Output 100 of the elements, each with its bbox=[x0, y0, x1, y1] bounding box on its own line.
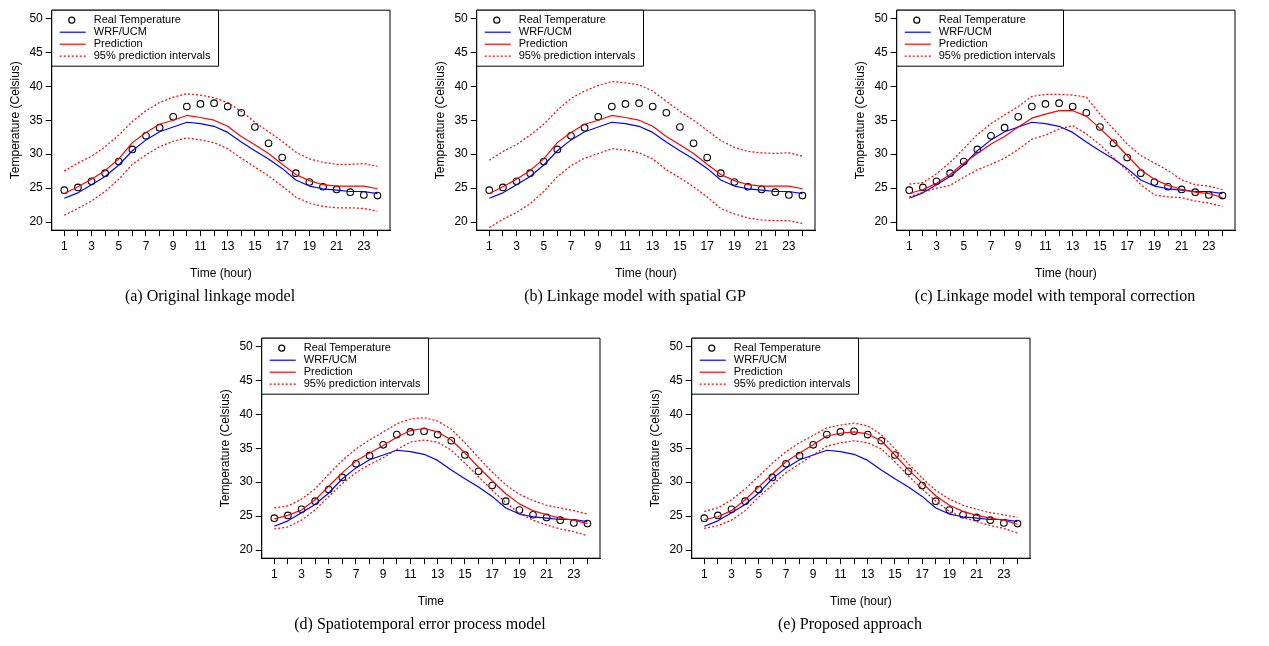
text: (d) Spatiotemporal error process model bbox=[293, 615, 547, 633]
legend-label: Real Temperature bbox=[733, 341, 821, 354]
point bbox=[727, 505, 736, 514]
x-tick-label: 7 bbox=[352, 566, 360, 581]
text: (e) Proposed approach bbox=[777, 615, 923, 633]
point bbox=[237, 108, 246, 117]
x-tick-label: 11 bbox=[1039, 238, 1052, 253]
point bbox=[850, 427, 858, 436]
x-tick-label: 15 bbox=[1093, 238, 1107, 253]
point bbox=[485, 186, 494, 194]
x-tick-label: 9 bbox=[379, 566, 387, 581]
point bbox=[782, 459, 790, 468]
y-axis-title: Temperature (Celsius) bbox=[852, 61, 867, 180]
point bbox=[319, 182, 327, 191]
y-tick-label: 35 bbox=[239, 440, 254, 455]
point bbox=[155, 123, 164, 132]
point bbox=[264, 139, 273, 148]
point bbox=[87, 177, 96, 186]
x-tick-label: 23 bbox=[1202, 238, 1216, 253]
point bbox=[877, 436, 886, 445]
y-tick-label: 40 bbox=[874, 78, 889, 93]
x-tick-label: 1 bbox=[270, 566, 278, 581]
y-tick-label: 45 bbox=[454, 44, 469, 59]
point bbox=[1109, 139, 1118, 148]
x-tick-label: 1 bbox=[700, 566, 708, 581]
x-tick-label: 7 bbox=[782, 566, 790, 581]
point bbox=[945, 506, 954, 514]
x-tick-label: 15 bbox=[673, 238, 687, 253]
point bbox=[1041, 100, 1050, 108]
legend-label: WRF/UCM bbox=[938, 25, 992, 38]
point bbox=[526, 169, 534, 178]
point bbox=[447, 436, 456, 445]
point bbox=[365, 451, 374, 460]
point bbox=[730, 178, 739, 186]
point bbox=[392, 430, 401, 439]
point bbox=[324, 485, 333, 494]
line-series bbox=[703, 440, 1019, 534]
point bbox=[169, 112, 178, 121]
point bbox=[771, 188, 780, 197]
x-tick-label: 23 bbox=[997, 566, 1011, 581]
y-tick-label: 45 bbox=[874, 44, 889, 59]
point bbox=[676, 123, 684, 131]
point bbox=[1013, 519, 1022, 528]
x-tick-label: 5 bbox=[755, 566, 763, 581]
x-tick-label: 5 bbox=[325, 566, 333, 581]
point bbox=[946, 169, 954, 178]
point bbox=[754, 485, 763, 494]
y-tick-label: 35 bbox=[454, 112, 469, 127]
x-tick-label: 3 bbox=[933, 238, 941, 253]
point bbox=[1068, 102, 1077, 111]
point bbox=[744, 182, 752, 191]
point bbox=[973, 145, 982, 154]
point bbox=[1096, 123, 1104, 131]
x-tick-label: 11 bbox=[834, 566, 847, 581]
point bbox=[1000, 123, 1009, 132]
y-tick-label: 40 bbox=[239, 406, 254, 421]
y-tick-label: 45 bbox=[239, 372, 254, 387]
x-tick-label: 7 bbox=[567, 238, 575, 253]
x-tick-label: 3 bbox=[88, 238, 96, 253]
line-series bbox=[63, 137, 379, 216]
y-tick-label: 20 bbox=[874, 214, 889, 229]
point bbox=[904, 467, 913, 476]
legend-label: 95% prediction intervals bbox=[733, 377, 852, 390]
x-tick-label: 23 bbox=[357, 238, 371, 253]
x-tick-label: 13 bbox=[431, 566, 445, 581]
y-tick-label: 30 bbox=[29, 146, 44, 161]
x-tick-label: 5 bbox=[540, 238, 548, 253]
point bbox=[986, 516, 995, 525]
point bbox=[798, 191, 807, 200]
y-tick-label: 35 bbox=[29, 112, 44, 127]
point bbox=[594, 112, 603, 121]
x-tick-label: 17 bbox=[1120, 238, 1135, 253]
point bbox=[1177, 185, 1186, 194]
point bbox=[1000, 519, 1008, 527]
point bbox=[918, 481, 926, 490]
point bbox=[305, 178, 314, 186]
line-series bbox=[63, 93, 379, 172]
point bbox=[74, 183, 82, 192]
x-tick-label: 1 bbox=[60, 238, 68, 253]
x-tick-label: 21 bbox=[329, 238, 344, 253]
x-axis-title: Time (hour) bbox=[1035, 266, 1097, 281]
point bbox=[379, 440, 388, 449]
point bbox=[182, 102, 191, 111]
y-tick-label: 40 bbox=[29, 78, 44, 93]
legend-label: 95% prediction intervals bbox=[303, 377, 422, 390]
point bbox=[101, 169, 109, 178]
point bbox=[863, 430, 872, 439]
point bbox=[809, 440, 818, 449]
point bbox=[278, 153, 286, 162]
legend-label: Real Temperature bbox=[303, 341, 391, 354]
x-tick-label: 9 bbox=[1014, 238, 1022, 253]
x-tick-label: 17 bbox=[915, 566, 930, 581]
legend-label: Real Temperature bbox=[938, 13, 1026, 26]
point bbox=[919, 183, 927, 192]
point bbox=[635, 99, 643, 108]
y-axis-title: Temperature (Celsius) bbox=[432, 61, 447, 180]
point bbox=[583, 519, 592, 528]
point bbox=[785, 191, 793, 199]
x-tick-label: 19 bbox=[1147, 238, 1162, 253]
x-tick-label: 9 bbox=[594, 238, 602, 253]
